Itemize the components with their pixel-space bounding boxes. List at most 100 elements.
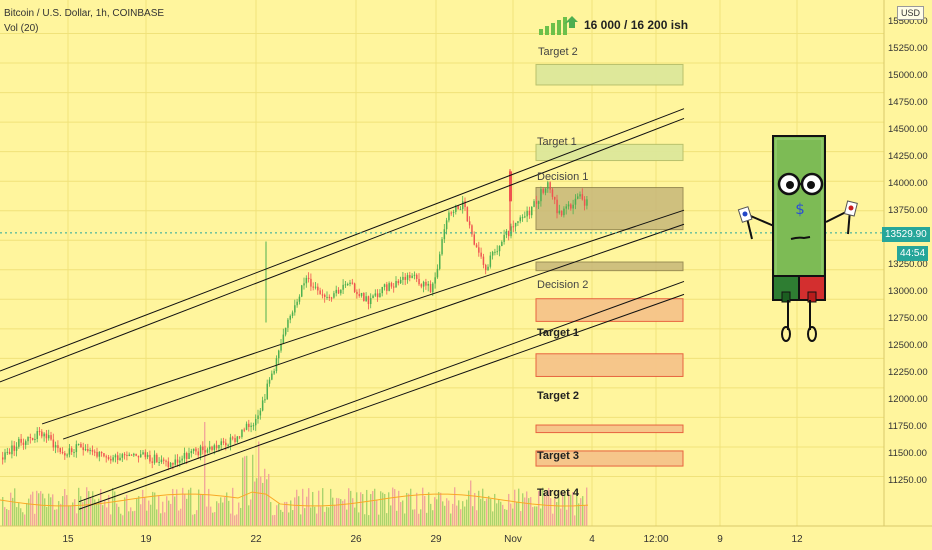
volume-bar — [534, 506, 536, 526]
volume-bar — [428, 492, 430, 526]
volume-bar — [178, 510, 180, 526]
volume-bar — [56, 509, 58, 526]
candle-body — [464, 201, 466, 208]
candle-body — [395, 281, 397, 288]
volume-bar — [298, 496, 300, 526]
candle-body — [149, 454, 151, 462]
volume-indicator-label[interactable]: Vol (20) — [4, 23, 39, 34]
candle-body — [204, 450, 206, 453]
candle-body — [365, 296, 367, 301]
volume-bar — [68, 505, 70, 526]
volume-bar — [556, 502, 558, 526]
volume-bar — [164, 512, 166, 526]
volume-bar — [100, 488, 102, 526]
volume-bar — [306, 496, 308, 526]
price-tick-label: 13250.00 — [888, 259, 928, 270]
volume-bar — [292, 510, 294, 526]
volume-bar — [28, 498, 30, 526]
volume-bar — [256, 478, 258, 526]
volume-bar — [92, 491, 94, 526]
candle-body — [459, 209, 462, 211]
candle-body — [409, 275, 411, 278]
chart-legend: Bitcoin / U.S. Dollar, 1h, COINBASE Vol … — [4, 6, 164, 36]
candle-body — [519, 217, 521, 222]
volume-bar — [156, 509, 158, 526]
volume-bar — [376, 499, 378, 526]
volume-bar — [114, 491, 116, 526]
candle-body — [107, 457, 110, 460]
candle-body — [480, 252, 482, 257]
volume-bar — [154, 492, 156, 526]
candle-body — [36, 431, 38, 439]
candle-body — [376, 293, 379, 298]
candle-body — [8, 451, 11, 455]
volume-bar — [526, 491, 528, 526]
zone-box — [535, 298, 684, 322]
candle-body — [211, 446, 213, 450]
volume-bar — [368, 515, 370, 526]
candle-body — [383, 284, 386, 287]
lower-target-1-label: Target 1 — [537, 327, 579, 339]
volume-bar — [132, 511, 134, 526]
volume-bar — [444, 505, 446, 526]
candle-body — [491, 251, 494, 256]
zone-box — [535, 450, 684, 467]
volume-bar — [578, 503, 580, 526]
candle-body — [298, 296, 301, 302]
volume-bar — [196, 510, 198, 526]
candle-body — [528, 210, 531, 216]
volume-bar — [500, 501, 502, 526]
time-tick-label: 26 — [350, 534, 362, 545]
candle-body — [220, 441, 222, 446]
candle-body — [144, 452, 147, 458]
candle-body — [172, 462, 174, 465]
volume-bar — [148, 500, 150, 526]
candle-body — [583, 199, 586, 206]
volume-bar — [106, 507, 108, 526]
time-tick-label: 29 — [430, 534, 442, 545]
candle-body — [197, 451, 199, 456]
price-tick-label: 11250.00 — [888, 475, 927, 486]
candle-body — [535, 201, 538, 204]
volume-bar — [236, 514, 238, 526]
volume-bar — [400, 502, 402, 526]
price-tick-label: 11750.00 — [888, 421, 927, 432]
zone-box — [535, 143, 684, 162]
volume-bar — [564, 494, 566, 526]
volume-bar — [250, 499, 252, 526]
volume-bar — [510, 503, 512, 526]
volume-bar — [150, 504, 152, 526]
currency-badge[interactable]: USD — [896, 6, 924, 20]
volume-bar — [506, 509, 508, 526]
candle-body — [282, 334, 285, 345]
volume-bar — [160, 513, 162, 526]
time-tick-label: 22 — [250, 534, 262, 545]
candle-body — [218, 445, 220, 449]
volume-bar — [508, 493, 510, 526]
volume-bar — [424, 495, 426, 526]
candle-body — [468, 221, 471, 226]
price-tick-label: 13750.00 — [888, 205, 928, 216]
zone-box — [535, 353, 684, 377]
volume-bar — [170, 503, 172, 526]
price-tick-label: 14250.00 — [888, 151, 928, 162]
volume-bar — [44, 498, 46, 526]
volume-bar — [62, 496, 64, 526]
candle-body — [443, 229, 446, 240]
candle-body — [333, 293, 335, 298]
volume-bar — [238, 502, 240, 526]
candle-body — [335, 289, 337, 294]
volume-bar — [220, 497, 222, 526]
candle-body — [54, 445, 57, 448]
candle-body — [524, 216, 526, 218]
candle-body — [140, 454, 142, 458]
candle-body — [190, 451, 193, 454]
countdown-badge: 44:54 — [897, 246, 929, 261]
candle-body — [250, 425, 252, 428]
volume-bar — [552, 513, 554, 526]
candle-body — [91, 449, 94, 452]
volume-bar — [226, 492, 228, 526]
price-tick-label: 14500.00 — [888, 124, 928, 135]
volume-bar — [168, 500, 170, 526]
candle-body — [370, 298, 372, 305]
